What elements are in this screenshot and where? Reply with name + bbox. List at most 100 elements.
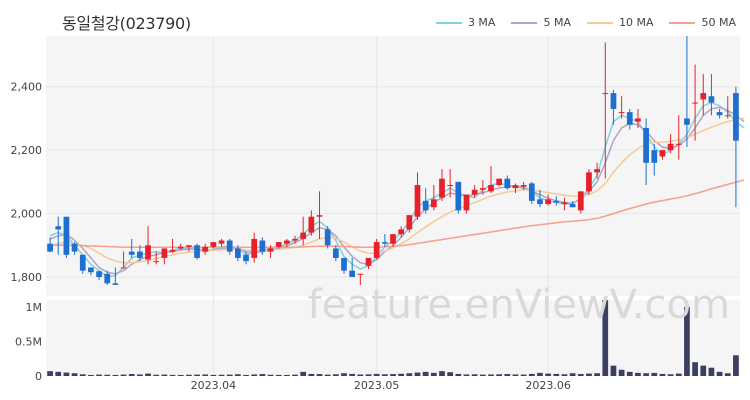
candles — [47, 36, 739, 285]
ma-line-50ma — [50, 179, 745, 248]
volume-bar — [692, 362, 698, 376]
candle — [145, 226, 151, 265]
candle — [300, 216, 307, 246]
candle-body — [626, 112, 633, 125]
candle — [635, 108, 641, 128]
candle — [112, 267, 119, 285]
candle-body — [594, 169, 600, 173]
volume-bar — [267, 374, 274, 376]
volume-bar — [88, 374, 94, 376]
candle — [226, 238, 233, 255]
candle-body — [520, 185, 527, 187]
candle-body — [292, 238, 298, 241]
candle — [716, 108, 723, 119]
stock-title: 동일철강(023790) — [62, 14, 191, 33]
candle — [496, 178, 502, 187]
candle-body — [218, 240, 225, 244]
candle-body — [235, 248, 241, 258]
candle — [512, 183, 519, 193]
candle — [724, 96, 731, 119]
volume-bar — [414, 372, 421, 376]
volume-bar — [341, 373, 347, 376]
volume-bar — [128, 374, 135, 376]
legend-label-ma50: 50 MA — [701, 16, 736, 29]
candle-body — [733, 93, 739, 141]
candle-body — [406, 215, 413, 230]
candle — [561, 197, 568, 211]
legend-item-ma50: 50 MA — [669, 16, 736, 29]
candle-body — [128, 251, 135, 255]
candle-body — [569, 204, 576, 208]
volume-bar — [202, 374, 209, 376]
candle — [218, 238, 225, 247]
candle — [63, 216, 70, 258]
volume-bar — [145, 373, 151, 376]
volume-bar — [643, 373, 649, 376]
candle — [71, 242, 78, 255]
candle — [390, 234, 396, 247]
volume-bar — [667, 374, 674, 376]
candle — [332, 245, 339, 262]
candle-body — [684, 118, 690, 125]
candle-body — [63, 216, 70, 255]
candle — [692, 64, 698, 141]
candle — [471, 185, 478, 198]
candle — [177, 243, 184, 251]
candle-body — [602, 93, 609, 95]
candle — [594, 162, 600, 179]
candle — [365, 257, 372, 270]
volume-bar — [659, 373, 666, 376]
legend-label-ma5: 5 MA — [543, 16, 571, 29]
candle-body — [528, 183, 535, 201]
volume-bar — [332, 374, 339, 376]
volume-bar — [716, 371, 723, 376]
volume-bar — [259, 374, 266, 376]
candle — [47, 237, 53, 253]
volume-bar — [186, 374, 192, 376]
candle-body — [365, 257, 372, 266]
candle-body — [496, 178, 502, 186]
volume-bar — [635, 372, 641, 376]
candle — [520, 181, 527, 190]
candle-body — [700, 93, 707, 100]
candle-body — [153, 261, 160, 263]
volume-bar — [463, 374, 470, 376]
candle — [88, 267, 94, 276]
candle-body — [79, 254, 86, 271]
volume-bar — [79, 374, 86, 376]
candle — [55, 216, 62, 255]
candle — [553, 196, 560, 206]
volume-bar — [251, 374, 258, 376]
candle-body — [577, 191, 584, 211]
volume-bar — [96, 374, 102, 376]
candle — [275, 242, 282, 249]
candle-body — [275, 242, 282, 247]
candle — [708, 74, 715, 116]
candle — [545, 194, 551, 206]
candle-body — [708, 96, 715, 103]
candle — [169, 238, 176, 254]
candle-body — [479, 188, 486, 190]
candle — [537, 189, 543, 208]
candle — [153, 251, 160, 265]
date-tick-label: 2023.04 — [191, 379, 237, 392]
volume-bar — [316, 374, 323, 376]
volume-bar — [365, 374, 372, 376]
candle — [618, 96, 625, 119]
candle-body — [643, 127, 649, 163]
volume-bar — [479, 374, 486, 376]
volume-bar — [569, 373, 576, 376]
candle-body — [659, 150, 666, 157]
candle — [700, 74, 707, 116]
candle-body — [455, 181, 462, 211]
candle — [243, 251, 249, 265]
candle-body — [55, 226, 62, 230]
candle-body — [332, 248, 339, 258]
candle-body — [186, 245, 192, 247]
candle-body — [398, 229, 405, 235]
candle — [137, 245, 143, 262]
candle — [504, 175, 511, 190]
candle-body — [137, 251, 143, 258]
legend-swatch-ma50 — [669, 21, 696, 24]
volume-bar — [292, 374, 298, 376]
